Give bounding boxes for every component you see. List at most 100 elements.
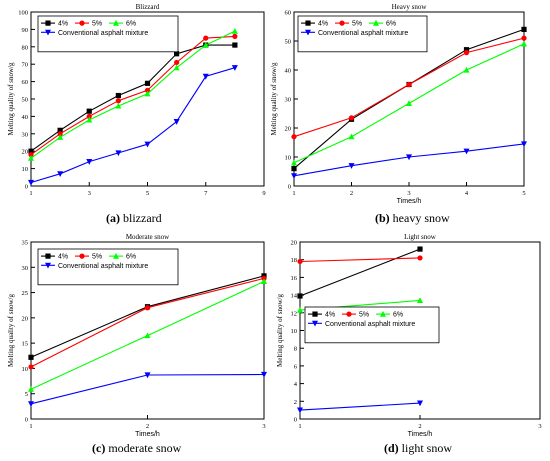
chart-blizzard-series-3-point (57, 171, 64, 178)
chart-light-snow-ytick-label: 20 (291, 240, 298, 247)
chart-moderate-snow-series-3-point (144, 372, 151, 379)
chart-light-snow-ytick-label: 18 (291, 257, 298, 264)
chart-heavy-snow-legend-box (297, 15, 428, 53)
chart-moderate-snow: 0 5 10 15 20 25 30 35 1 2 3 Moderate snow Times/h Mel… (7, 233, 267, 438)
chart-moderate-snow-series-3-line (30, 373, 265, 405)
chart-light-snow-series-3-point (297, 407, 303, 414)
chart-heavy-snow-series-0-point (291, 166, 297, 172)
chart-heavy-snow-series-3-point (406, 154, 412, 161)
chart-blizzard-ytick-label: 70 (22, 62, 29, 69)
chart-heavy-snow-ylabel: Melting quality of snow/g (270, 62, 278, 135)
chart-heavy-snow-xlabel: Times/h (397, 198, 422, 205)
chart-light-snow-series-3-line (299, 402, 421, 411)
chart-light-snow-legend-marker (312, 320, 318, 327)
chart-light-snow-xlabel: Times/h (408, 431, 433, 438)
chart-blizzard-series-3-point (231, 65, 238, 71)
chart-heavy-snow-ytick-label: 30 (285, 97, 292, 104)
chart-heavy-snow-series-0-point (521, 26, 527, 32)
chart-blizzard-series-3-point (144, 141, 151, 148)
chart-moderate-snow-ytick-label: 5 (25, 391, 28, 398)
chart-blizzard-series-3-point (173, 119, 180, 125)
chart-light-snow-ylabel: Melting quality of snow/g (276, 294, 284, 367)
chart-light-snow-series-1-line (299, 257, 421, 263)
chart-moderate-snow-ytick-label: 35 (22, 240, 29, 247)
chart-moderate-snow-legend-label: Conventional asphalt mixture (58, 263, 148, 270)
chart-blizzard-ytick-label: 60 (22, 79, 29, 86)
chart-heavy-snow-ytick-label: 50 (285, 39, 292, 46)
caption-a-letter: (a) (106, 211, 120, 225)
chart-light-snow-xtick-label: 2 (418, 423, 421, 430)
chart-light-snow-ytick-label: 12 (291, 310, 298, 317)
chart-heavy-snow-title: Heavy snow (392, 3, 428, 11)
chart-heavy-snow-series-3-point (521, 141, 527, 148)
caption-d-letter: (d) (384, 441, 399, 455)
chart-heavy-snow-xtick-label: 5 (522, 190, 525, 197)
chart-moderate-snow-title: Moderate snow (126, 233, 170, 241)
chart-heavy-snow-legend-marker (373, 19, 379, 26)
chart-blizzard-series-2-point (57, 134, 64, 140)
chart-heavy-snow-series-1-line (293, 37, 525, 138)
chart-moderate-snow-ytick-label: 20 (22, 315, 29, 322)
chart-moderate-snow-series-1-line (30, 277, 265, 368)
chart-blizzard-series-0-point (232, 42, 238, 48)
caption-a-text: blizzard (120, 211, 162, 225)
chart-blizzard-series-3-point (115, 150, 122, 157)
caption-c: (c) moderate snow (92, 441, 181, 456)
caption-d: (d) light snow (384, 441, 452, 456)
chart-blizzard-legend: 4% 5% 6% Conventional asphalt mixture (37, 15, 179, 53)
chart-heavy-snow: 0 10 20 30 40 50 60 1 2 3 4 5 Heavy snow Times/h Melti… (270, 3, 527, 205)
chart-blizzard-series-2-point (173, 64, 180, 71)
chart-heavy-snow-series-1-point (348, 115, 355, 121)
chart-moderate-snow-series-1-point (144, 305, 151, 311)
chart-moderate-snow-legend-marker (45, 253, 51, 259)
chart-blizzard-ytick-label: 50 (22, 97, 29, 104)
chart-heavy-snow-legend-label: Conventional asphalt mixture (318, 30, 408, 37)
chart-moderate-snow-legend-marker (79, 253, 85, 259)
chart-light-snow-legend-label: Conventional asphalt mixture (325, 321, 415, 328)
chart-heavy-snow-xtick-label: 3 (407, 190, 410, 197)
chart-moderate-snow-series-3-point (28, 401, 34, 408)
chart-heavy-snow-xtick-label: 4 (465, 190, 469, 197)
chart-heavy-snow-series-1-point (521, 35, 527, 41)
chart-moderate-snow-ytick-label: 30 (22, 265, 29, 272)
chart-blizzard-series-2-point (231, 27, 238, 34)
chart-blizzard-legend-marker (45, 20, 51, 26)
chart-light-snow-ytick-label: 16 (291, 275, 298, 282)
chart-moderate-snow-ytick-label: 0 (25, 417, 28, 424)
chart-moderate-snow-ytick-label: 10 (22, 366, 29, 373)
chart-light-snow-ytick-label: 10 (291, 328, 298, 335)
chart-blizzard-series-3-point (86, 159, 93, 165)
chart-moderate-snow-xtick-label: 2 (146, 423, 149, 430)
chart-blizzard-series-1-point (86, 113, 92, 119)
chart-moderate-snow-legend: 4% 5% 6% Conventional asphalt mixture (37, 248, 179, 286)
chart-moderate-snow-legend-label: 4% (58, 254, 68, 261)
chart-moderate-snow-legend-box (37, 248, 179, 286)
chart-heavy-snow-series-2-point (291, 159, 297, 166)
chart-heavy-snow-legend-marker (305, 20, 311, 26)
chart-blizzard-series-0-point (28, 148, 34, 154)
chart-blizzard-series-1-point (28, 152, 34, 158)
chart-moderate-snow-legend-marker (113, 252, 119, 259)
chart-heavy-snow-ytick-label: 60 (285, 10, 292, 17)
caption-a: (a) blizzard (106, 211, 162, 226)
chart-light-snow-ytick-label: 8 (294, 346, 297, 353)
chart-moderate-snow-series-3-point (261, 371, 267, 378)
chart-blizzard-xtick-label: 7 (204, 190, 208, 197)
chart-light-snow-ytick-label: 0 (294, 417, 297, 424)
chart-light-snow-legend-marker (312, 311, 318, 317)
chart-blizzard-legend-label: 5% (92, 21, 102, 28)
chart-blizzard-legend-label: Conventional asphalt mixture (58, 30, 148, 37)
chart-blizzard-legend-box (37, 15, 179, 53)
chart-blizzard-legend-label: 6% (126, 21, 136, 28)
chart-blizzard-ytick-label: 10 (22, 166, 29, 173)
chart-blizzard-series-1-point (232, 33, 238, 39)
chart-blizzard-xtick-label: 1 (29, 190, 32, 197)
chart-blizzard: 0 10 20 30 40 50 60 70 80 90 100 1 3 5 7 9 Blizzard Melti… (7, 3, 266, 197)
caption-c-text: moderate snow (105, 441, 182, 455)
chart-blizzard-xtick-label: 5 (146, 190, 149, 197)
chart-moderate-snow-legend-label: 6% (126, 254, 136, 261)
chart-heavy-snow-legend-label: 5% (352, 21, 362, 28)
chart-blizzard-ylabel: Melting quality of snow/g (7, 62, 15, 135)
